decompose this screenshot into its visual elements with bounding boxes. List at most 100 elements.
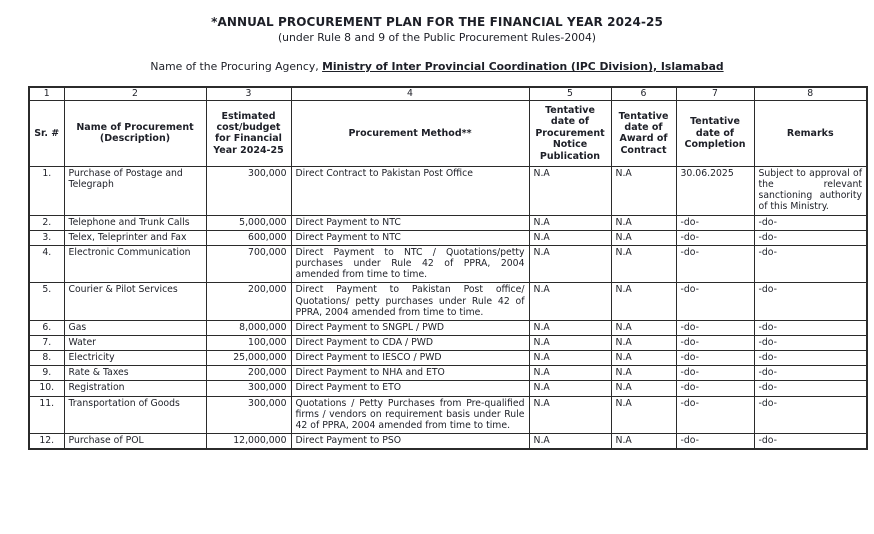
- table-body: 1. Purchase of Postage and Telegraph 300…: [28, 165, 868, 450]
- cell-completion-date: -do-: [675, 282, 755, 321]
- cell-estimated-cost: 200,000: [205, 282, 292, 321]
- cell-notice-publication-date: N.A: [528, 365, 612, 382]
- column-header-serial: Sr. #: [28, 100, 65, 167]
- cell-completion-date: -do-: [675, 244, 755, 284]
- cell-procurement-method: Direct Payment to NTC: [290, 214, 530, 231]
- cell-procurement-name: Courier & Pilot Services: [63, 282, 207, 321]
- cell-estimated-cost: 25,000,000: [205, 350, 292, 367]
- cell-estimated-cost: 5,000,000: [205, 214, 292, 231]
- cell-remarks: -do-: [753, 229, 868, 246]
- agency-line: Name of the Procuring Agency, Ministry o…: [0, 60, 874, 73]
- cell-award-date: N.A: [610, 282, 677, 321]
- cell-award-date: N.A: [610, 380, 677, 397]
- table-row: 6. Gas 8,000,000 Direct Payment to SNGPL…: [28, 319, 868, 336]
- cell-serial-number: 1.: [28, 165, 65, 216]
- column-number-1: 1: [28, 86, 65, 101]
- cell-procurement-name: Registration: [63, 380, 207, 397]
- cell-notice-publication-date: N.A: [528, 380, 612, 397]
- cell-remarks: -do-: [753, 395, 868, 435]
- table-row: 10. Registration 300,000 Direct Payment …: [28, 380, 868, 397]
- cell-completion-date: -do-: [675, 365, 755, 382]
- cell-procurement-method: Direct Payment to NTC: [290, 229, 530, 246]
- cell-notice-publication-date: N.A: [528, 244, 612, 284]
- column-header-name: Name of Procurement (Description): [63, 100, 207, 167]
- column-header-cost: Estimated cost/budget for Financial Year…: [205, 100, 292, 167]
- cell-procurement-name: Purchase of POL: [63, 433, 207, 450]
- cell-remarks: -do-: [753, 319, 868, 336]
- cell-serial-number: 3.: [28, 229, 65, 246]
- cell-serial-number: 2.: [28, 214, 65, 231]
- column-header-award-date: Tentative date of Award of Contract: [610, 100, 677, 167]
- column-header-method: Procurement Method**: [290, 100, 530, 167]
- table-row: 9. Rate & Taxes 200,000 Direct Payment t…: [28, 365, 868, 382]
- cell-completion-date: -do-: [675, 334, 755, 352]
- procurement-plan-table: 1 2 3 4 5 6 7 8 Sr. # Name of Procuremen…: [28, 86, 868, 451]
- cell-procurement-name: Rate & Taxes: [63, 365, 207, 382]
- cell-procurement-name: Electronic Communication: [63, 244, 207, 284]
- cell-notice-publication-date: N.A: [528, 214, 612, 231]
- cell-procurement-name: Electricity: [63, 350, 207, 367]
- cell-estimated-cost: 200,000: [205, 365, 292, 382]
- cell-remarks: -do-: [753, 350, 868, 367]
- cell-notice-publication-date: N.A: [528, 165, 612, 216]
- cell-completion-date: -do-: [675, 433, 755, 450]
- cell-completion-date: -do-: [675, 395, 755, 435]
- cell-completion-date: -do-: [675, 350, 755, 367]
- cell-award-date: N.A: [610, 350, 677, 367]
- cell-remarks: -do-: [753, 380, 868, 397]
- table-row: 11. Transportation of Goods 300,000 Quot…: [28, 395, 868, 435]
- cell-award-date: N.A: [610, 244, 677, 284]
- cell-estimated-cost: 8,000,000: [205, 319, 292, 336]
- cell-notice-publication-date: N.A: [528, 433, 612, 450]
- cell-serial-number: 11.: [28, 395, 65, 435]
- cell-completion-date: -do-: [675, 319, 755, 336]
- cell-procurement-method: Direct Payment to SNGPL / PWD: [290, 319, 530, 336]
- agency-name: Ministry of Inter Provincial Coordinatio…: [322, 60, 724, 73]
- table-row: 3. Telex, Teleprinter and Fax 600,000 Di…: [28, 229, 868, 246]
- cell-estimated-cost: 300,000: [205, 380, 292, 397]
- cell-procurement-method: Quotations / Petty Purchases from Pre-qu…: [290, 395, 530, 435]
- cell-estimated-cost: 600,000: [205, 229, 292, 246]
- cell-estimated-cost: 300,000: [205, 165, 292, 216]
- cell-completion-date: -do-: [675, 214, 755, 231]
- cell-procurement-name: Transportation of Goods: [63, 395, 207, 435]
- cell-estimated-cost: 300,000: [205, 395, 292, 435]
- cell-completion-date: 30.06.2025: [675, 165, 755, 216]
- cell-award-date: N.A: [610, 214, 677, 231]
- agency-label: Name of the Procuring Agency,: [150, 60, 323, 73]
- cell-award-date: N.A: [610, 319, 677, 336]
- column-number-row: 1 2 3 4 5 6 7 8: [28, 86, 868, 101]
- table-row: 2. Telephone and Trunk Calls 5,000,000 D…: [28, 214, 868, 231]
- table-row: 12. Purchase of POL 12,000,000 Direct Pa…: [28, 433, 868, 450]
- cell-procurement-name: Telex, Teleprinter and Fax: [63, 229, 207, 246]
- cell-notice-publication-date: N.A: [528, 282, 612, 321]
- document-subtitle: (under Rule 8 and 9 of the Public Procur…: [277, 31, 597, 44]
- cell-award-date: N.A: [610, 229, 677, 246]
- cell-serial-number: 7.: [28, 334, 65, 352]
- column-header-completion-date: Tentative date of Completion: [675, 100, 755, 167]
- cell-procurement-method: Direct Payment to PSO: [290, 433, 530, 450]
- column-number-2: 2: [63, 86, 207, 101]
- cell-procurement-method: Direct Payment to Pakistan Post office/ …: [290, 282, 530, 321]
- cell-procurement-name: Purchase of Postage and Telegraph: [63, 165, 207, 216]
- table-row: 8. Electricity 25,000,000 Direct Payment…: [28, 350, 868, 367]
- table-row: 1. Purchase of Postage and Telegraph 300…: [28, 165, 868, 216]
- cell-award-date: N.A: [610, 365, 677, 382]
- column-header-notice-date: Tentative date of Procurement Notice Pub…: [528, 100, 612, 167]
- column-number-7: 7: [675, 86, 755, 101]
- cell-remarks: -do-: [753, 365, 868, 382]
- column-number-8: 8: [753, 86, 868, 101]
- cell-serial-number: 12.: [28, 433, 65, 450]
- cell-remarks: -do-: [753, 334, 868, 352]
- cell-estimated-cost: 12,000,000: [205, 433, 292, 450]
- cell-remarks: -do-: [753, 433, 868, 450]
- cell-serial-number: 8.: [28, 350, 65, 367]
- cell-award-date: N.A: [610, 334, 677, 352]
- cell-procurement-name: Telephone and Trunk Calls: [63, 214, 207, 231]
- cell-notice-publication-date: N.A: [528, 395, 612, 435]
- cell-remarks: -do-: [753, 244, 868, 284]
- cell-remarks: -do-: [753, 282, 868, 321]
- column-number-6: 6: [610, 86, 677, 101]
- cell-procurement-method: Direct Payment to NHA and ETO: [290, 365, 530, 382]
